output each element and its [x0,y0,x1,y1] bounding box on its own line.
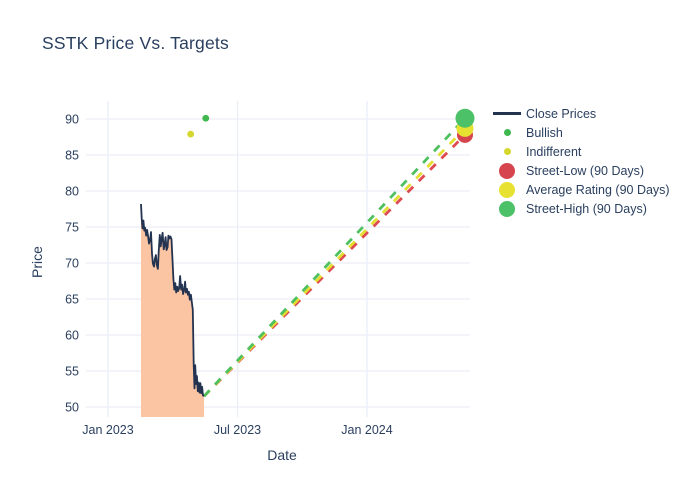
legend: Close Prices Bullish Indifferent Street-Low… [488,104,670,218]
street-high-circle-icon [499,200,515,217]
y-tick-label: 90 [65,113,79,127]
average-rating-swatch-icon [488,181,526,198]
close-prices-swatch-icon [488,112,526,115]
x-tick-label: Jan 2024 [341,423,392,437]
y-tick-label: 75 [65,221,79,235]
legend-item-bullish[interactable]: Bullish [488,123,670,142]
legend-item-street-low[interactable]: Street-Low (90 Days) [488,161,670,180]
y-tick-label: 80 [65,185,79,199]
bullish-rating-marker [202,114,210,122]
x-tick-label: Jan 2023 [82,423,133,437]
y-tick-label: 60 [65,329,79,343]
close-prices-fill [141,204,204,417]
y-tick-label: 65 [65,293,79,307]
indifferent-rating-marker [187,130,195,138]
y-tick-label: 50 [65,401,79,415]
legend-item-indifferent[interactable]: Indifferent [488,142,670,161]
x-tick-label: Jul 2023 [214,423,261,437]
projection-line-average [203,127,466,398]
y-tick-label: 85 [65,149,79,163]
street-high-swatch-icon [488,200,526,217]
legend-item-close-prices[interactable]: Close Prices [488,104,670,123]
legend-item-average-rating[interactable]: Average Rating (90 Days) [488,180,670,199]
indifferent-dot-icon [503,148,511,155]
x-axis-title: Date [267,447,297,463]
projection-line-street-high [203,117,467,398]
legend-label-bullish: Bullish [526,125,563,140]
tick-layer: 50 55 60 65 70 75 80 85 90 Jan 2023 Jul 2023 Jan 20… [65,113,393,438]
street-high-marker [455,108,475,128]
legend-label-indifferent: Indifferent [526,144,582,159]
bullish-dot-icon [503,129,511,136]
close-prices-line-icon [493,112,521,115]
legend-label-street-high: Street-High (90 Days) [526,201,647,216]
indifferent-swatch-icon [488,148,526,155]
y-tick-label: 70 [65,257,79,271]
chart-title: SSTK Price Vs. Targets [42,33,229,53]
legend-label-average-rating: Average Rating (90 Days) [526,182,670,197]
legend-label-close-prices: Close Prices [526,106,597,121]
y-tick-label: 55 [65,365,79,379]
street-low-swatch-icon [488,162,526,179]
projection-line-street-low [203,133,466,398]
y-axis-title: Price [29,246,45,278]
close-prices-line [140,203,205,397]
average-rating-circle-icon [499,181,515,198]
street-low-circle-icon [499,162,515,179]
bullish-swatch-icon [488,129,526,136]
series-layer [140,108,475,417]
legend-item-street-high[interactable]: Street-High (90 Days) [488,199,670,218]
legend-label-street-low: Street-Low (90 Days) [526,163,645,178]
